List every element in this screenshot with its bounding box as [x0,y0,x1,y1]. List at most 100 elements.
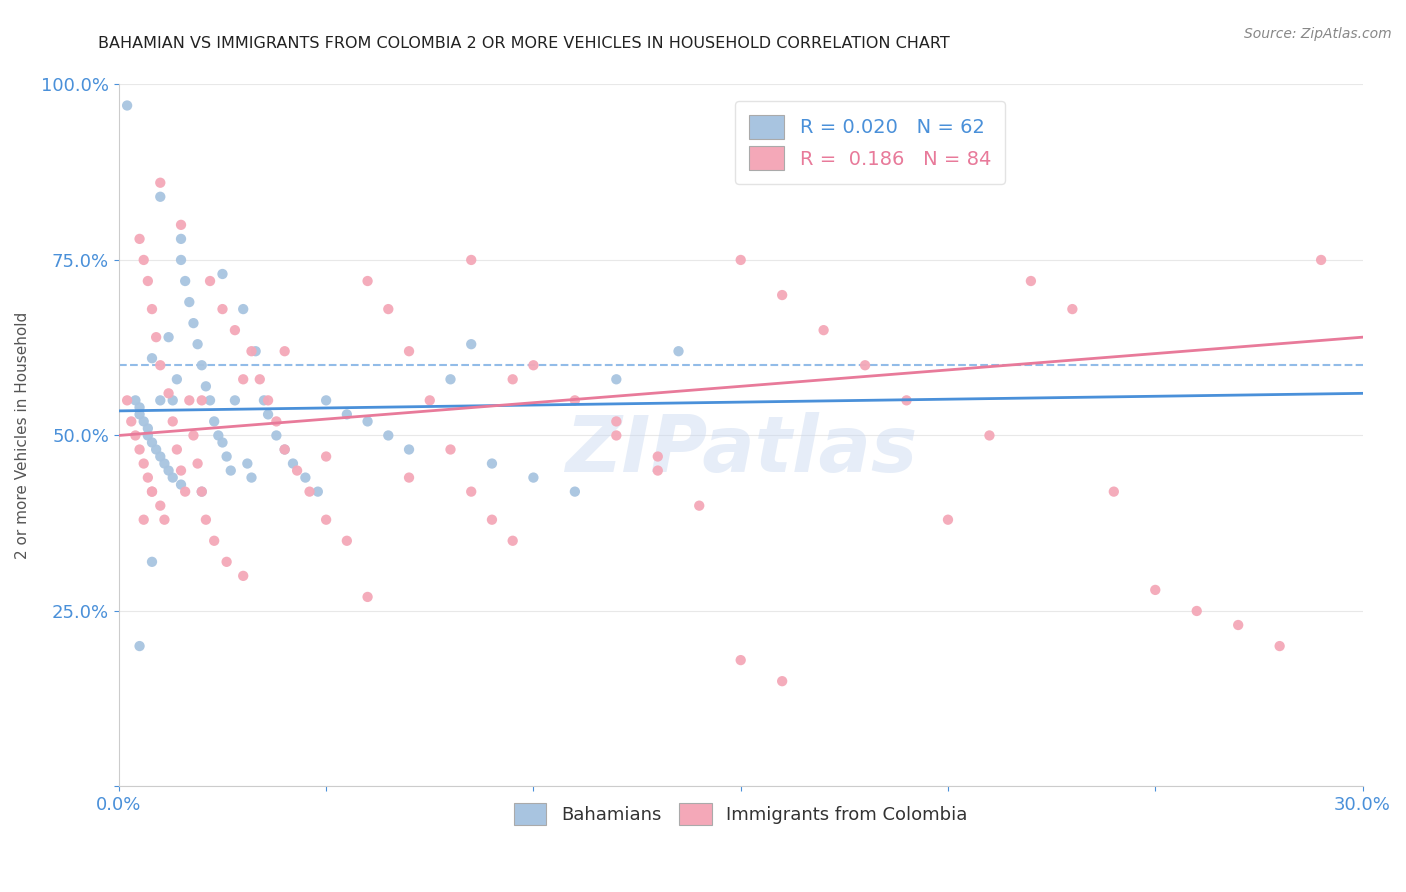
Point [224,323,246,337]
Point [356,590,378,604]
Point [770,674,793,689]
Point [170,232,193,246]
Point [153,457,176,471]
Point [979,428,1001,442]
Point [307,484,329,499]
Point [115,393,138,408]
Point [190,484,212,499]
Point [162,470,184,484]
Point [141,484,163,499]
Point [141,435,163,450]
Point [190,358,212,372]
Point [481,513,503,527]
Point [170,477,193,491]
Point [224,393,246,408]
Point [564,393,586,408]
Legend: Bahamians, Immigrants from Colombia: Bahamians, Immigrants from Colombia [505,794,977,834]
Point [136,470,159,484]
Point [202,414,225,428]
Point [141,351,163,366]
Point [298,484,321,499]
Point [336,408,359,422]
Point [315,450,337,464]
Point [170,464,193,478]
Point [198,274,221,288]
Point [1268,639,1291,653]
Point [187,457,209,471]
Point [273,442,295,457]
Point [564,484,586,499]
Point [481,457,503,471]
Point [145,330,167,344]
Point [232,302,254,317]
Point [730,252,752,267]
Point [647,450,669,464]
Point [128,408,150,422]
Point [1185,604,1208,618]
Point [502,372,524,386]
Point [174,484,197,499]
Point [190,484,212,499]
Point [257,408,280,422]
Point [315,393,337,408]
Point [132,252,155,267]
Point [149,499,172,513]
Point [179,393,201,408]
Point [136,428,159,442]
Point [194,379,217,393]
Point [179,295,201,310]
Point [120,414,142,428]
Point [132,457,155,471]
Point [141,555,163,569]
Point [356,274,378,288]
Point [522,470,544,484]
Point [502,533,524,548]
Point [115,98,138,112]
Point [211,267,233,281]
Point [245,344,267,359]
Point [398,442,420,457]
Point [240,470,263,484]
Y-axis label: 2 or more Vehicles in Household: 2 or more Vehicles in Household [15,312,30,559]
Point [166,372,188,386]
Point [253,393,276,408]
Point [124,393,146,408]
Point [162,414,184,428]
Point [183,428,205,442]
Point [605,428,627,442]
Point [273,442,295,457]
Point [605,372,627,386]
Point [136,274,159,288]
Point [236,457,259,471]
Point [460,484,482,499]
Point [1102,484,1125,499]
Point [166,442,188,457]
Point [936,513,959,527]
Point [149,190,172,204]
Point [128,442,150,457]
Point [294,470,316,484]
Point [285,464,308,478]
Point [315,513,337,527]
Point [157,330,180,344]
Point [460,252,482,267]
Point [141,484,163,499]
Point [211,302,233,317]
Text: Source: ZipAtlas.com: Source: ZipAtlas.com [1244,27,1392,41]
Point [266,428,288,442]
Point [439,372,461,386]
Point [668,344,690,359]
Point [813,323,835,337]
Point [853,358,876,372]
Point [198,393,221,408]
Point [207,428,229,442]
Point [460,337,482,351]
Text: BAHAMIAN VS IMMIGRANTS FROM COLOMBIA 2 OR MORE VEHICLES IN HOUSEHOLD CORRELATION: BAHAMIAN VS IMMIGRANTS FROM COLOMBIA 2 O… [98,36,950,51]
Point [149,176,172,190]
Point [688,499,710,513]
Point [232,569,254,583]
Point [896,393,918,408]
Point [398,344,420,359]
Point [770,288,793,302]
Point [215,555,238,569]
